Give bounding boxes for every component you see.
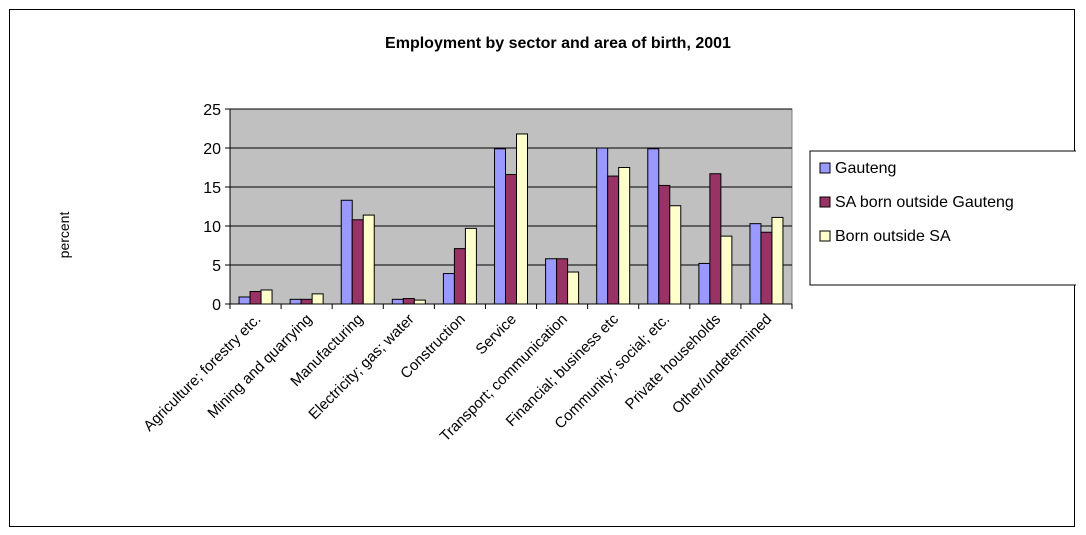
y-tick-label: 0	[212, 297, 221, 314]
bar-gauteng	[238, 296, 251, 305]
bar-born-outside-sa	[362, 214, 375, 305]
bar-gauteng	[340, 199, 353, 305]
y-tick-label: 10	[203, 219, 221, 236]
bar-born-outside-sa	[260, 289, 273, 305]
legend-box	[809, 150, 1076, 286]
y-tick-label: 15	[203, 180, 221, 197]
bar-gauteng	[647, 148, 660, 305]
bar-sa-born-outside-gauteng	[249, 291, 262, 305]
bar-gauteng	[289, 298, 302, 305]
legend-label: Gauteng	[835, 160, 896, 177]
legend-label: SA born outside Gauteng	[835, 194, 1014, 211]
bar-chart: Employment by sector and area of birth, …	[56, 35, 1076, 445]
bar-gauteng	[442, 273, 455, 305]
y-tick-label: 25	[203, 102, 221, 119]
x-category-label: Service	[472, 311, 519, 358]
chart-frame: Employment by sector and area of birth, …	[9, 9, 1076, 527]
bar-sa-born-outside-gauteng	[453, 248, 466, 305]
chart-title: Employment by sector and area of birth, …	[385, 35, 731, 52]
y-axis-label: percent	[56, 212, 72, 259]
bar-born-outside-sa	[771, 216, 784, 305]
bar-born-outside-sa	[567, 271, 580, 305]
bar-sa-born-outside-gauteng	[351, 219, 364, 305]
legend: Gauteng SA born outside Gauteng Born outsi…	[809, 150, 1076, 286]
bar-gauteng	[391, 298, 404, 305]
bar-born-outside-sa	[464, 227, 477, 305]
bar-gauteng	[494, 148, 506, 305]
y-tick-label: 5	[212, 258, 221, 275]
bar-gauteng	[698, 262, 711, 305]
bar-sa-born-outside-gauteng	[607, 175, 620, 305]
bar-gauteng	[596, 147, 609, 305]
legend-swatch	[819, 196, 831, 208]
bar-born-outside-sa	[413, 299, 426, 305]
bar-born-outside-sa	[311, 293, 324, 305]
bar-born-outside-sa	[618, 167, 631, 305]
legend-swatch	[819, 230, 831, 242]
bar-gauteng	[749, 223, 762, 305]
y-tick-label: 20	[203, 141, 221, 158]
bar-sa-born-outside-gauteng	[556, 258, 569, 305]
bar-sa-born-outside-gauteng	[402, 298, 415, 305]
x-category-label: Other/undetermined	[669, 311, 775, 417]
bar-born-outside-sa	[516, 133, 528, 305]
bar-sa-born-outside-gauteng	[658, 184, 671, 305]
legend-label: Born outside SA	[835, 228, 951, 245]
bar-sa-born-outside-gauteng	[300, 298, 313, 305]
bar-born-outside-sa	[669, 205, 682, 305]
bar-born-outside-sa	[720, 235, 733, 305]
bar-sa-born-outside-gauteng	[709, 173, 722, 305]
bar-sa-born-outside-gauteng	[505, 174, 517, 305]
legend-swatch	[819, 162, 831, 174]
x-category-label: Private households	[622, 311, 724, 413]
bar-gauteng	[545, 258, 558, 305]
bar-sa-born-outside-gauteng	[760, 231, 773, 305]
